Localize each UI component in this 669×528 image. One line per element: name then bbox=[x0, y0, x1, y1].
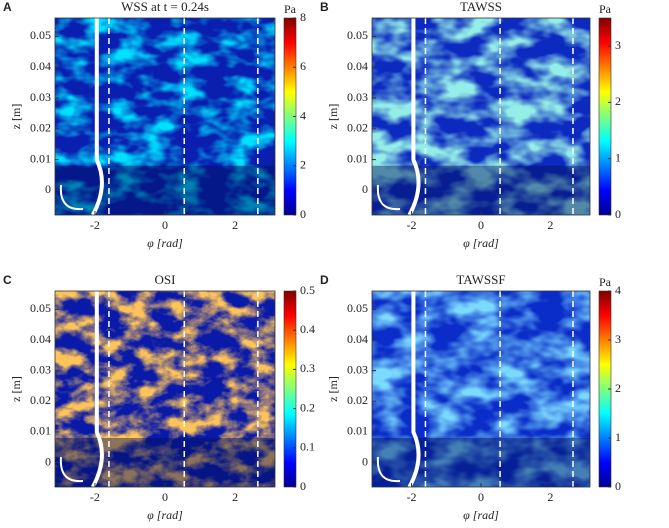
colorbar-tick-label: 2 bbox=[615, 94, 621, 108]
y-tick-label: 0.04 bbox=[30, 59, 51, 73]
panel-letter: D bbox=[320, 273, 329, 287]
chart-title: TAWSSF bbox=[456, 272, 505, 287]
y-tick-label: 0.01 bbox=[30, 151, 51, 165]
colorbar-tick-label: 0.2 bbox=[300, 400, 315, 414]
heatmap-texture bbox=[372, 291, 590, 487]
y-tick-label: 0.05 bbox=[30, 28, 51, 42]
x-tick-label: -2 bbox=[407, 218, 417, 232]
x-tick-label: -2 bbox=[407, 490, 417, 504]
colorbar bbox=[598, 17, 612, 216]
heatmap-lower-band bbox=[372, 438, 590, 487]
colorbar-tick-label: 3 bbox=[615, 332, 621, 346]
colorbar-tick-label: 6 bbox=[300, 59, 306, 73]
x-axis-label: φ [rad] bbox=[147, 508, 183, 522]
y-tick-label: 0 bbox=[362, 182, 368, 196]
y-axis-label: z [m] bbox=[326, 104, 340, 130]
chart-title: OSI bbox=[155, 272, 176, 287]
y-tick-label: 0.05 bbox=[347, 28, 368, 42]
y-tick-label: 0.05 bbox=[30, 301, 51, 315]
chart-title: TAWSS bbox=[460, 0, 502, 14]
y-tick-label: 0 bbox=[362, 454, 368, 468]
y-tick-label: 0.04 bbox=[347, 332, 368, 346]
y-axis-label: z [m] bbox=[326, 376, 340, 402]
heatmap-texture bbox=[55, 18, 275, 215]
y-tick-label: 0.02 bbox=[30, 121, 51, 135]
chart-title: WSS at t = 0.24s bbox=[121, 0, 209, 14]
x-tick-label: 0 bbox=[162, 490, 168, 504]
colorbar-tick-label: 1 bbox=[615, 150, 621, 164]
colorbar-unit: Pa bbox=[284, 2, 297, 16]
y-tick-label: 0 bbox=[45, 454, 51, 468]
panel-letter: A bbox=[3, 0, 12, 14]
colorbar-tick-label: 0 bbox=[300, 479, 306, 493]
x-axis-label: φ [rad] bbox=[147, 236, 183, 250]
stent-outline bbox=[407, 291, 421, 488]
y-tick-label: 0.02 bbox=[30, 393, 51, 407]
x-tick-label: 0 bbox=[478, 218, 484, 232]
catheter-outline bbox=[376, 184, 401, 211]
panel-letter: B bbox=[320, 0, 329, 14]
stent-outline bbox=[91, 18, 104, 216]
colorbar-tick-label: 0 bbox=[615, 207, 621, 221]
panel-letter: C bbox=[3, 273, 12, 287]
y-tick-label: 0.05 bbox=[347, 301, 368, 315]
colorbar-tick-label: 4 bbox=[615, 283, 621, 297]
colorbar-tick-label: 0 bbox=[300, 207, 306, 221]
y-tick-label: 0.01 bbox=[347, 151, 368, 165]
heatmap-lower-band bbox=[372, 165, 590, 215]
x-tick-label: 0 bbox=[478, 490, 484, 504]
colorbar-tick-label: 3 bbox=[615, 38, 621, 52]
x-tick-label: -2 bbox=[90, 218, 100, 232]
colorbar bbox=[283, 290, 297, 488]
x-tick-label: 0 bbox=[162, 218, 168, 232]
colorbar-tick-label: 0.3 bbox=[300, 361, 315, 375]
colorbar-tick-label: 0.1 bbox=[300, 440, 315, 454]
y-tick-label: 0.03 bbox=[347, 90, 368, 104]
colorbar-tick-label: 0.5 bbox=[300, 283, 315, 297]
stent-outline bbox=[407, 18, 421, 216]
x-axis-label: φ [rad] bbox=[463, 236, 499, 250]
x-tick-label: 2 bbox=[232, 218, 238, 232]
heatmap-lower-band bbox=[55, 438, 275, 487]
colorbar-tick-label: 2 bbox=[300, 158, 306, 172]
y-tick-label: 0.01 bbox=[347, 424, 368, 438]
colorbar-tick-label: 2 bbox=[615, 381, 621, 395]
y-tick-label: 0.02 bbox=[347, 121, 368, 135]
colorbar-tick-label: 0 bbox=[615, 479, 621, 493]
colorbar-tick-label: 1 bbox=[615, 430, 621, 444]
colorbar-tick-label: 4 bbox=[300, 108, 306, 122]
y-tick-label: 0 bbox=[45, 182, 51, 196]
y-tick-label: 0.02 bbox=[347, 393, 368, 407]
catheter-outline bbox=[59, 184, 84, 211]
colorbar-tick-label: 8 bbox=[300, 10, 306, 24]
x-tick-label: 2 bbox=[232, 490, 238, 504]
heatmap-lower-band bbox=[55, 165, 275, 215]
y-axis-label: z [m] bbox=[9, 104, 23, 130]
y-tick-label: 0.01 bbox=[30, 424, 51, 438]
y-tick-label: 0.04 bbox=[347, 59, 368, 73]
x-tick-label: 2 bbox=[547, 218, 553, 232]
colorbar-unit: Pa bbox=[599, 2, 612, 16]
catheter-outline bbox=[376, 456, 401, 483]
catheter-outline bbox=[59, 456, 84, 483]
x-tick-label: 2 bbox=[547, 490, 553, 504]
y-tick-label: 0.03 bbox=[30, 90, 51, 104]
x-tick-label: -2 bbox=[90, 490, 100, 504]
heatmap-texture bbox=[372, 18, 590, 215]
stent-outline bbox=[91, 291, 104, 488]
y-tick-label: 0.04 bbox=[30, 332, 51, 346]
heatmap-texture bbox=[55, 291, 275, 487]
y-tick-label: 0.03 bbox=[30, 362, 51, 376]
y-axis-label: z [m] bbox=[9, 376, 23, 402]
colorbar-tick-label: 0.4 bbox=[300, 322, 315, 336]
colorbar-unit: Pa bbox=[599, 275, 612, 289]
x-axis-label: φ [rad] bbox=[463, 508, 499, 522]
y-tick-label: 0.03 bbox=[347, 362, 368, 376]
